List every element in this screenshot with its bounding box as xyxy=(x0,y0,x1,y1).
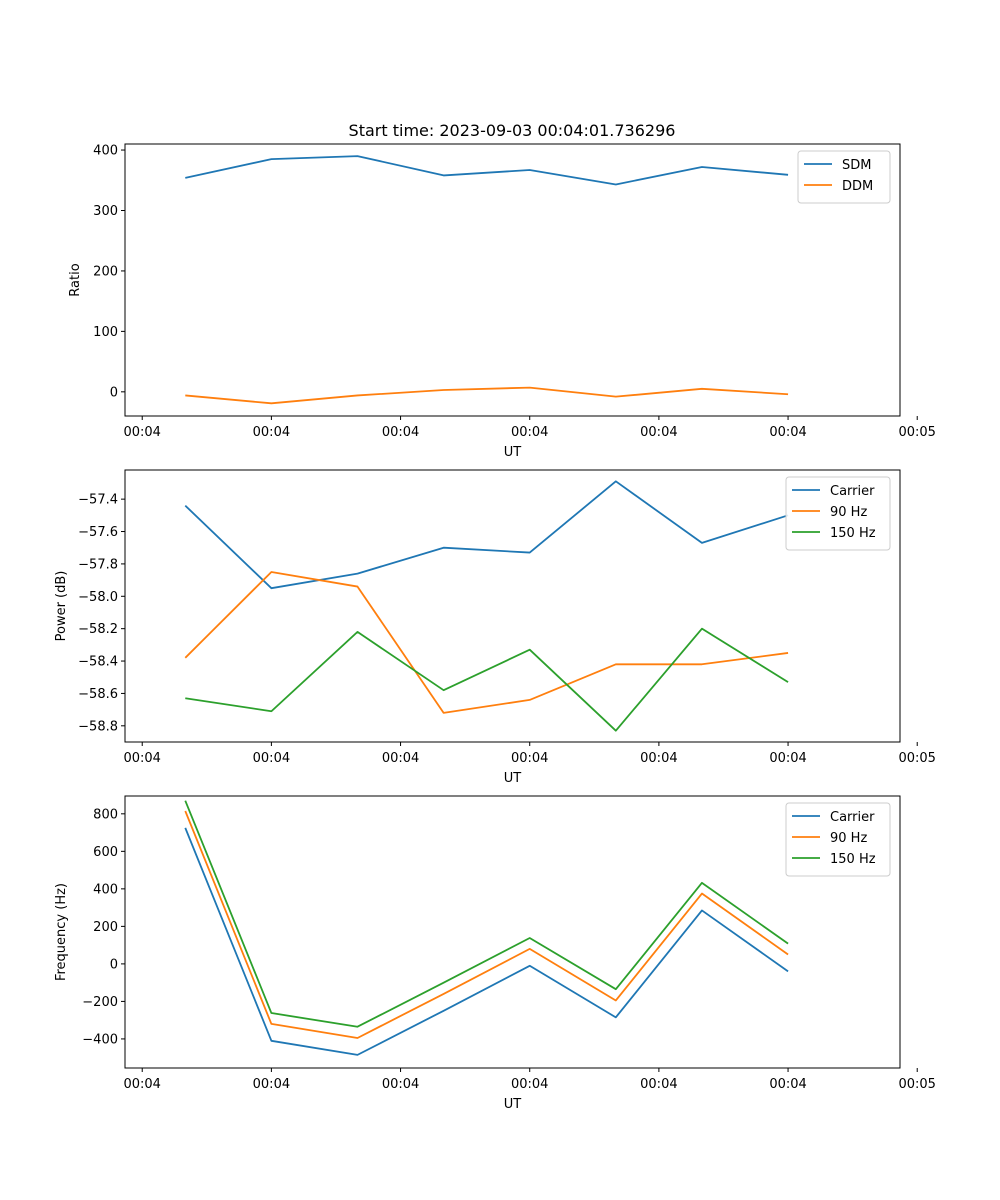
x-tick-label: 00:04 xyxy=(640,1077,677,1092)
y-axis-label: Frequency (Hz) xyxy=(54,883,69,981)
x-tick-label: 00:04 xyxy=(253,751,290,766)
x-tick-label: 00:05 xyxy=(898,751,935,766)
legend-label: 90 Hz xyxy=(830,505,867,520)
y-tick-label: 300 xyxy=(93,204,118,219)
axes-frame xyxy=(124,469,901,743)
panel-frequency: 00:04 00:04 00:04 00:04 00:04 00:04 00:05 −400 −… xyxy=(54,795,936,1112)
series-line-carrier xyxy=(184,480,789,590)
x-tick-label: 00:04 xyxy=(382,751,419,766)
x-tick-label: 00:04 xyxy=(769,751,806,766)
legend: Carrier 90 Hz 150 Hz xyxy=(785,476,891,551)
x-tick-label: 00:04 xyxy=(511,1077,548,1092)
y-axis-label: Ratio xyxy=(68,263,83,296)
x-tick-label: 00:04 xyxy=(253,1077,290,1092)
x-tick-label: 00:04 xyxy=(382,1077,419,1092)
y-tick-label: −57.8 xyxy=(78,557,118,572)
y-tick-label: 400 xyxy=(93,144,118,159)
x-tick-label: 00:04 xyxy=(123,1077,160,1092)
panel-power: 00:04 00:04 00:04 00:04 00:04 00:04 00:05 −58.8… xyxy=(54,469,936,786)
series-line-150-hz xyxy=(184,800,789,1028)
axes-frame xyxy=(124,143,901,417)
axes-frame xyxy=(124,795,901,1069)
x-tick-label: 00:04 xyxy=(511,751,548,766)
x-axis-label: UT xyxy=(504,771,522,786)
y-tick-label: −200 xyxy=(82,995,118,1010)
y-tick-label: 100 xyxy=(93,325,118,340)
x-axis-label: UT xyxy=(504,1097,522,1112)
legend: Carrier 90 Hz 150 Hz xyxy=(785,802,891,877)
y-tick-label: 0 xyxy=(110,957,118,972)
y-tick-label: −57.4 xyxy=(78,493,118,508)
y-tick-label: 0 xyxy=(110,385,118,400)
series-line-sdm xyxy=(185,155,789,186)
y-tick-label: 800 xyxy=(93,807,118,822)
y-tick-label: 200 xyxy=(93,264,118,279)
x-tick-label: 00:04 xyxy=(253,425,290,440)
x-tick-label: 00:05 xyxy=(898,425,935,440)
y-tick-label: −58.8 xyxy=(78,719,118,734)
x-tick-label: 00:04 xyxy=(382,425,419,440)
x-tick-label: 00:04 xyxy=(123,425,160,440)
series-line-carrier xyxy=(184,827,789,1056)
series-line-90-hz xyxy=(184,571,789,714)
y-tick-label: −58.6 xyxy=(78,687,118,702)
legend: SDM DDM xyxy=(797,150,891,204)
legend-label: SDM xyxy=(842,158,871,173)
x-tick-label: 00:04 xyxy=(769,425,806,440)
y-axis-label: Power (dB) xyxy=(54,571,69,642)
figure-title: Start time: 2023-09-03 00:04:01.736296 xyxy=(349,121,676,140)
legend-label: DDM xyxy=(842,179,873,194)
x-tick-label: 00:05 xyxy=(898,1077,935,1092)
series-line-90-hz xyxy=(184,810,789,1039)
legend-label: 150 Hz xyxy=(830,526,876,541)
y-tick-label: −58.2 xyxy=(78,622,118,637)
y-tick-label: 600 xyxy=(93,845,118,860)
x-tick-label: 00:04 xyxy=(640,425,677,440)
y-tick-label: 400 xyxy=(93,882,118,897)
legend-label: 150 Hz xyxy=(830,852,876,867)
legend-label: Carrier xyxy=(830,810,875,825)
y-tick-label: −400 xyxy=(82,1032,118,1047)
x-axis-label: UT xyxy=(504,445,522,460)
x-tick-label: 00:04 xyxy=(511,425,548,440)
y-tick-label: −57.6 xyxy=(78,525,118,540)
panels: 00:04 00:04 00:04 00:04 00:04 00:04 00:05 0 100 2… xyxy=(54,143,936,1112)
series-line-150-hz xyxy=(185,627,789,732)
x-tick-label: 00:04 xyxy=(640,751,677,766)
x-tick-label: 00:04 xyxy=(769,1077,806,1092)
legend-label: 90 Hz xyxy=(830,831,867,846)
series-line-ddm xyxy=(185,386,789,405)
x-tick-label: 00:04 xyxy=(123,751,160,766)
legend-label: Carrier xyxy=(830,484,875,499)
y-tick-label: 200 xyxy=(93,920,118,935)
y-tick-label: −58.0 xyxy=(78,590,118,605)
panel-ratio: 00:04 00:04 00:04 00:04 00:04 00:04 00:05 0 100 2… xyxy=(68,143,936,460)
y-tick-label: −58.4 xyxy=(78,655,118,670)
